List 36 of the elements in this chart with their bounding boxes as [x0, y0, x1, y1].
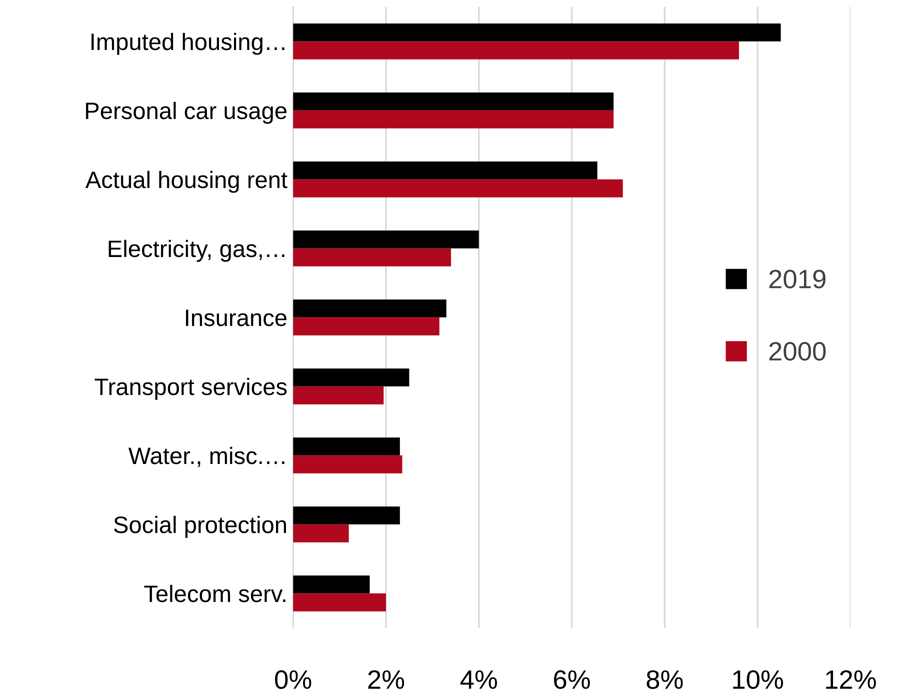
bar: [293, 299, 446, 318]
bar: [293, 437, 400, 456]
bar: [293, 92, 614, 110]
legend-label: 2000: [769, 342, 826, 361]
x-tick-label: 6%: [554, 670, 590, 689]
y-tick-label: Personal car usage: [86, 102, 286, 124]
x-tick-label: 0%: [275, 670, 312, 689]
bar: [293, 110, 614, 128]
bar: [293, 593, 386, 612]
bar: [293, 575, 370, 594]
y-tick-label: Actual housing rent: [85, 170, 288, 193]
bar: [293, 23, 781, 42]
bar: [293, 248, 451, 266]
y-tick-label: Water., misc.…: [128, 446, 284, 467]
y-tick-label: Imputed housing…: [92, 32, 284, 55]
x-tick-label: 4%: [460, 670, 497, 689]
bar: [293, 179, 623, 198]
bar: [293, 161, 598, 180]
bar: [293, 386, 384, 404]
x-tick-label: 12%: [826, 670, 876, 689]
y-tick-label: Telecom serv.: [144, 584, 286, 602]
bar: [293, 368, 410, 386]
legend-label: 2019: [769, 270, 826, 288]
bar: [293, 317, 440, 336]
x-tick-label: 8%: [646, 670, 683, 689]
bar: [293, 41, 739, 60]
bar: [293, 455, 402, 474]
bar: [293, 230, 479, 248]
bar: [293, 506, 400, 524]
y-tick-label: Insurance: [186, 310, 286, 326]
x-tick-label: 2%: [368, 670, 404, 689]
y-tick-label: Social protection: [114, 516, 286, 538]
y-tick-label: Transport services: [94, 378, 287, 400]
y-tick-label: Electricity, gas,…: [108, 240, 284, 262]
x-tick-label: 10%: [733, 670, 784, 689]
bar: [293, 524, 349, 542]
